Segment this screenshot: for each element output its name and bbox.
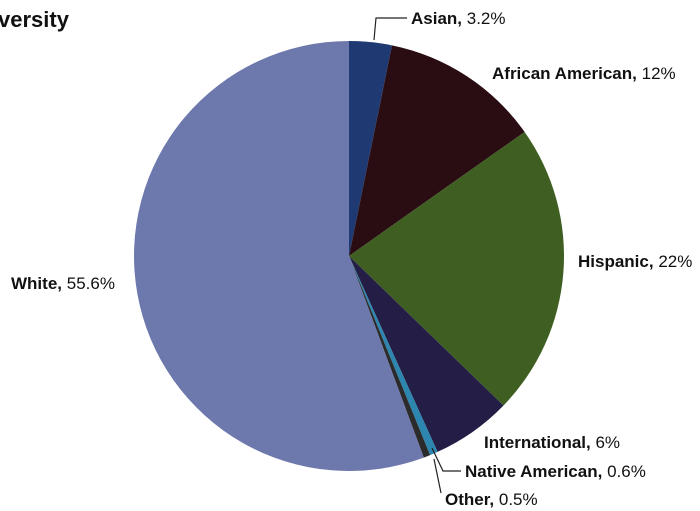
slice-label-international: International, 6%: [484, 433, 620, 452]
slice-label-white: White, 55.6%: [11, 274, 115, 293]
leader-line-native-american: [431, 447, 461, 472]
slice-label-african-american: African American, 12%: [492, 64, 676, 83]
pie-slice-white: [134, 41, 424, 472]
pie-slices: [134, 41, 565, 472]
pie-slice-african-american: [349, 45, 525, 257]
leader-line-asian: [373, 17, 407, 41]
pie-slice-native-american: [349, 256, 438, 456]
slice-labels: Asian, 3.2% African American, 12% Hispan…: [11, 9, 692, 509]
slice-label-native-american: Native American, 0.6%: [465, 462, 646, 481]
pie-slice-asian: [349, 41, 392, 256]
slice-label-asian: Asian, 3.2%: [411, 9, 506, 28]
chart-title: versity: [0, 7, 70, 32]
pie-slice-hispanic: [349, 131, 565, 406]
pie-slice-international: [349, 256, 504, 452]
slice-label-other: Other, 0.5%: [445, 490, 538, 509]
pie-slice-other: [349, 256, 431, 458]
leader-line-other: [433, 458, 442, 494]
slice-label-hispanic: Hispanic, 22%: [578, 252, 692, 271]
